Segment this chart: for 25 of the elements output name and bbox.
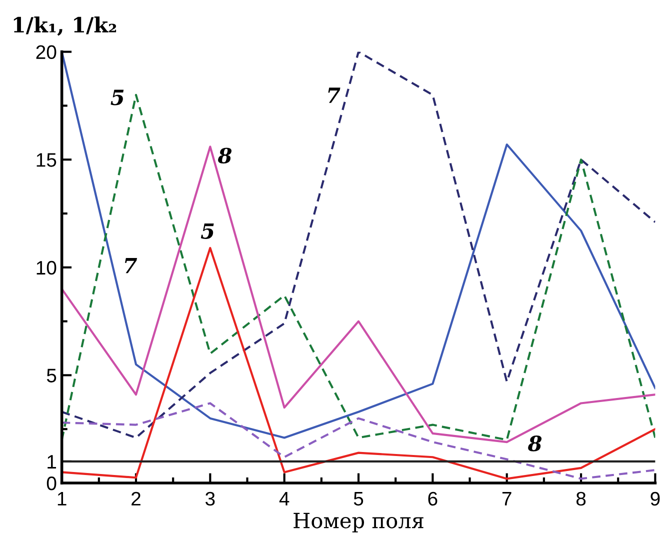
x-tick-label: 1 <box>58 492 66 506</box>
x-tick-label: 5 <box>354 492 364 506</box>
x-tick-label: 3 <box>206 492 215 506</box>
x-tick-label: 4 <box>279 492 290 506</box>
y-tick-label: 20 <box>36 45 56 60</box>
x-tick-label: 7 <box>502 492 512 506</box>
x-axis-title: Номер поля <box>294 512 424 532</box>
y-tick-label: 0 <box>46 476 56 490</box>
x-tick-label: 8 <box>576 492 586 506</box>
y-tick-label: 10 <box>36 260 56 275</box>
y-tick-label: 15 <box>36 153 56 167</box>
x-tick-label: 9 <box>650 492 660 506</box>
annotation: 5 <box>200 223 214 239</box>
annotation: 5 <box>110 90 124 106</box>
x-tick-label: 6 <box>428 492 438 506</box>
annotation: 8 <box>218 148 232 164</box>
y-axis-title: 1/k₁, 1/k₂ <box>14 16 116 36</box>
annotation: 7 <box>328 88 340 103</box>
annotation: 7 <box>124 258 138 274</box>
line-series <box>62 402 656 480</box>
line-series <box>62 246 656 480</box>
x-tick-label: 2 <box>132 492 140 506</box>
annotation: 8 <box>528 436 542 452</box>
y-tick-label: 1 <box>48 455 56 468</box>
y-tick-label: 5 <box>46 368 56 382</box>
